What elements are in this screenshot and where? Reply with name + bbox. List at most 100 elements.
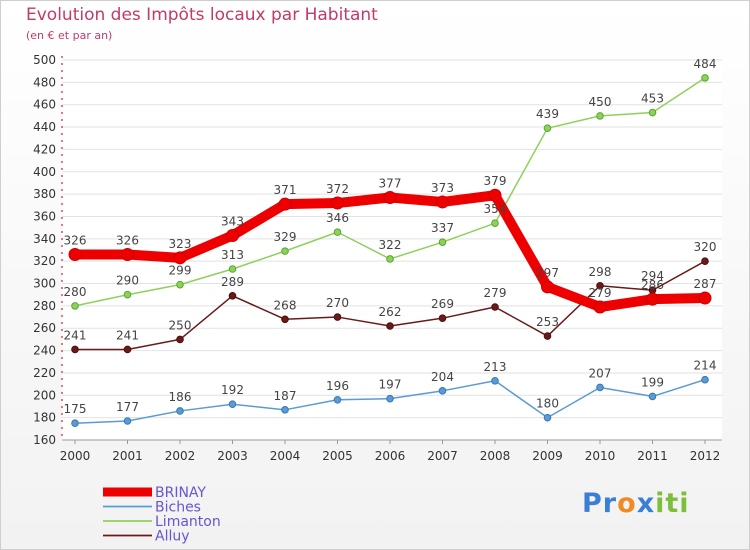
data-point-biches <box>176 407 184 415</box>
data-point-biches <box>701 375 709 384</box>
legend-label-alluy: Alluy <box>155 529 190 545</box>
data-label-limanton: 453 <box>641 92 664 106</box>
data-label-limanton: 280 <box>64 285 87 299</box>
chart-subtitle: (en € et par an) <box>26 29 113 42</box>
data-point-brinay <box>646 292 659 306</box>
data-label-biches: 192 <box>221 383 244 397</box>
data-label-biches: 180 <box>536 397 559 411</box>
data-point-brinay <box>436 195 449 209</box>
data-point-brinay <box>593 300 607 314</box>
data-label-alluy: 253 <box>536 315 559 329</box>
data-point-brinay <box>226 228 239 242</box>
y-tick-label: 360 <box>33 209 56 223</box>
data-point-limanton <box>123 290 132 299</box>
data-label-limanton: 313 <box>221 248 244 262</box>
data-label-brinay: 326 <box>116 233 139 247</box>
logo-letter: x <box>636 488 656 519</box>
data-point-alluy <box>176 335 184 344</box>
data-label-brinay: 373 <box>431 181 454 195</box>
data-label-biches: 175 <box>64 402 87 416</box>
data-label-alluy: 268 <box>274 298 297 312</box>
y-tick-label: 300 <box>33 277 56 291</box>
x-tick-label: 2006 <box>375 449 406 463</box>
data-label-biches: 204 <box>431 370 454 384</box>
data-label-brinay: 279 <box>589 286 612 300</box>
data-point-limanton <box>333 228 342 236</box>
grid <box>62 56 722 441</box>
data-point-limanton <box>543 124 552 132</box>
data-label-limanton: 290 <box>116 274 139 288</box>
logo-letter: t <box>665 488 680 519</box>
data-label-biches: 196 <box>326 379 349 393</box>
data-point-biches <box>71 419 79 428</box>
data-label-brinay: 297 <box>536 266 559 280</box>
data-label-alluy: 241 <box>64 328 87 342</box>
data-point-limanton <box>491 219 499 227</box>
x-tick-label: 2007 <box>427 449 458 463</box>
data-point-alluy <box>386 322 394 330</box>
data-point-alluy <box>438 314 447 322</box>
y-tick-label: 240 <box>33 344 56 358</box>
data-point-biches <box>123 417 132 425</box>
data-label-alluy: 279 <box>484 286 507 300</box>
data-point-brinay <box>383 190 397 204</box>
data-label-biches: 197 <box>379 378 402 392</box>
logo-letter: r <box>602 488 618 519</box>
logo-letter: i <box>655 488 666 519</box>
plot-area <box>62 56 722 440</box>
data-point-alluy <box>596 281 604 290</box>
y-tick-label: 500 <box>33 53 56 67</box>
data-label-alluy: 320 <box>694 240 717 254</box>
data-point-alluy <box>491 303 499 311</box>
data-point-biches <box>386 394 394 403</box>
legend-label-biches: Biches <box>155 500 201 516</box>
data-label-alluy: 289 <box>221 275 244 289</box>
data-point-brinay <box>121 247 134 261</box>
x-tick-label: 2008 <box>480 449 511 463</box>
data-label-brinay: 371 <box>274 183 297 197</box>
data-label-biches: 186 <box>169 390 192 404</box>
data-point-limanton <box>596 112 604 120</box>
y-tick-label: 220 <box>33 366 56 380</box>
x-tick-label: 2011 <box>637 449 668 463</box>
y-tick-label: 180 <box>33 411 56 425</box>
data-point-brinay <box>698 291 712 305</box>
data-point-alluy <box>701 257 709 265</box>
data-label-limanton: 484 <box>694 57 717 71</box>
data-label-alluy: 269 <box>431 297 454 311</box>
data-point-biches <box>596 383 604 392</box>
chart-title: Evolution des Impôts locaux par Habitant <box>26 5 378 25</box>
data-label-limanton: 299 <box>169 264 192 278</box>
axes: 160 180 200 220 240 260 280 300 320 340 360 380 400 4… <box>33 53 722 463</box>
data-label-limanton: 346 <box>326 211 349 225</box>
data-labels: 175 177 186 192 187 196 197 204 213 180 207 199 214 2… <box>64 57 717 416</box>
series-layer <box>68 74 712 428</box>
data-point-limanton <box>438 238 447 246</box>
data-label-biches: 213 <box>484 360 507 374</box>
data-label-brinay: 287 <box>694 277 717 291</box>
data-point-limanton <box>701 74 709 82</box>
data-point-brinay <box>278 197 292 211</box>
logo-letter: o <box>617 488 637 519</box>
y-tick-label: 440 <box>33 120 56 134</box>
data-point-brinay <box>488 188 502 202</box>
x-tick-label: 2012 <box>690 449 721 463</box>
data-label-alluy: 262 <box>379 305 402 319</box>
data-label-limanton: 354 <box>484 202 507 216</box>
data-point-biches <box>281 406 289 414</box>
data-label-brinay: 379 <box>484 174 507 188</box>
data-label-limanton: 329 <box>274 230 297 244</box>
data-label-brinay: 343 <box>221 214 244 228</box>
data-label-alluy: 294 <box>641 269 664 283</box>
y-tick-label: 160 <box>33 433 56 447</box>
data-label-brinay: 326 <box>64 233 87 247</box>
legend-label-brinay: BRINAY <box>155 485 206 501</box>
data-label-alluy: 270 <box>326 296 349 310</box>
y-tick-label: 460 <box>33 98 56 112</box>
data-point-brinay <box>331 196 344 210</box>
y-tick-label: 200 <box>33 388 56 402</box>
data-label-limanton: 450 <box>589 95 612 109</box>
data-label-brinay: 372 <box>326 182 349 196</box>
data-label-brinay: 323 <box>169 237 192 251</box>
data-point-limanton <box>386 255 394 263</box>
